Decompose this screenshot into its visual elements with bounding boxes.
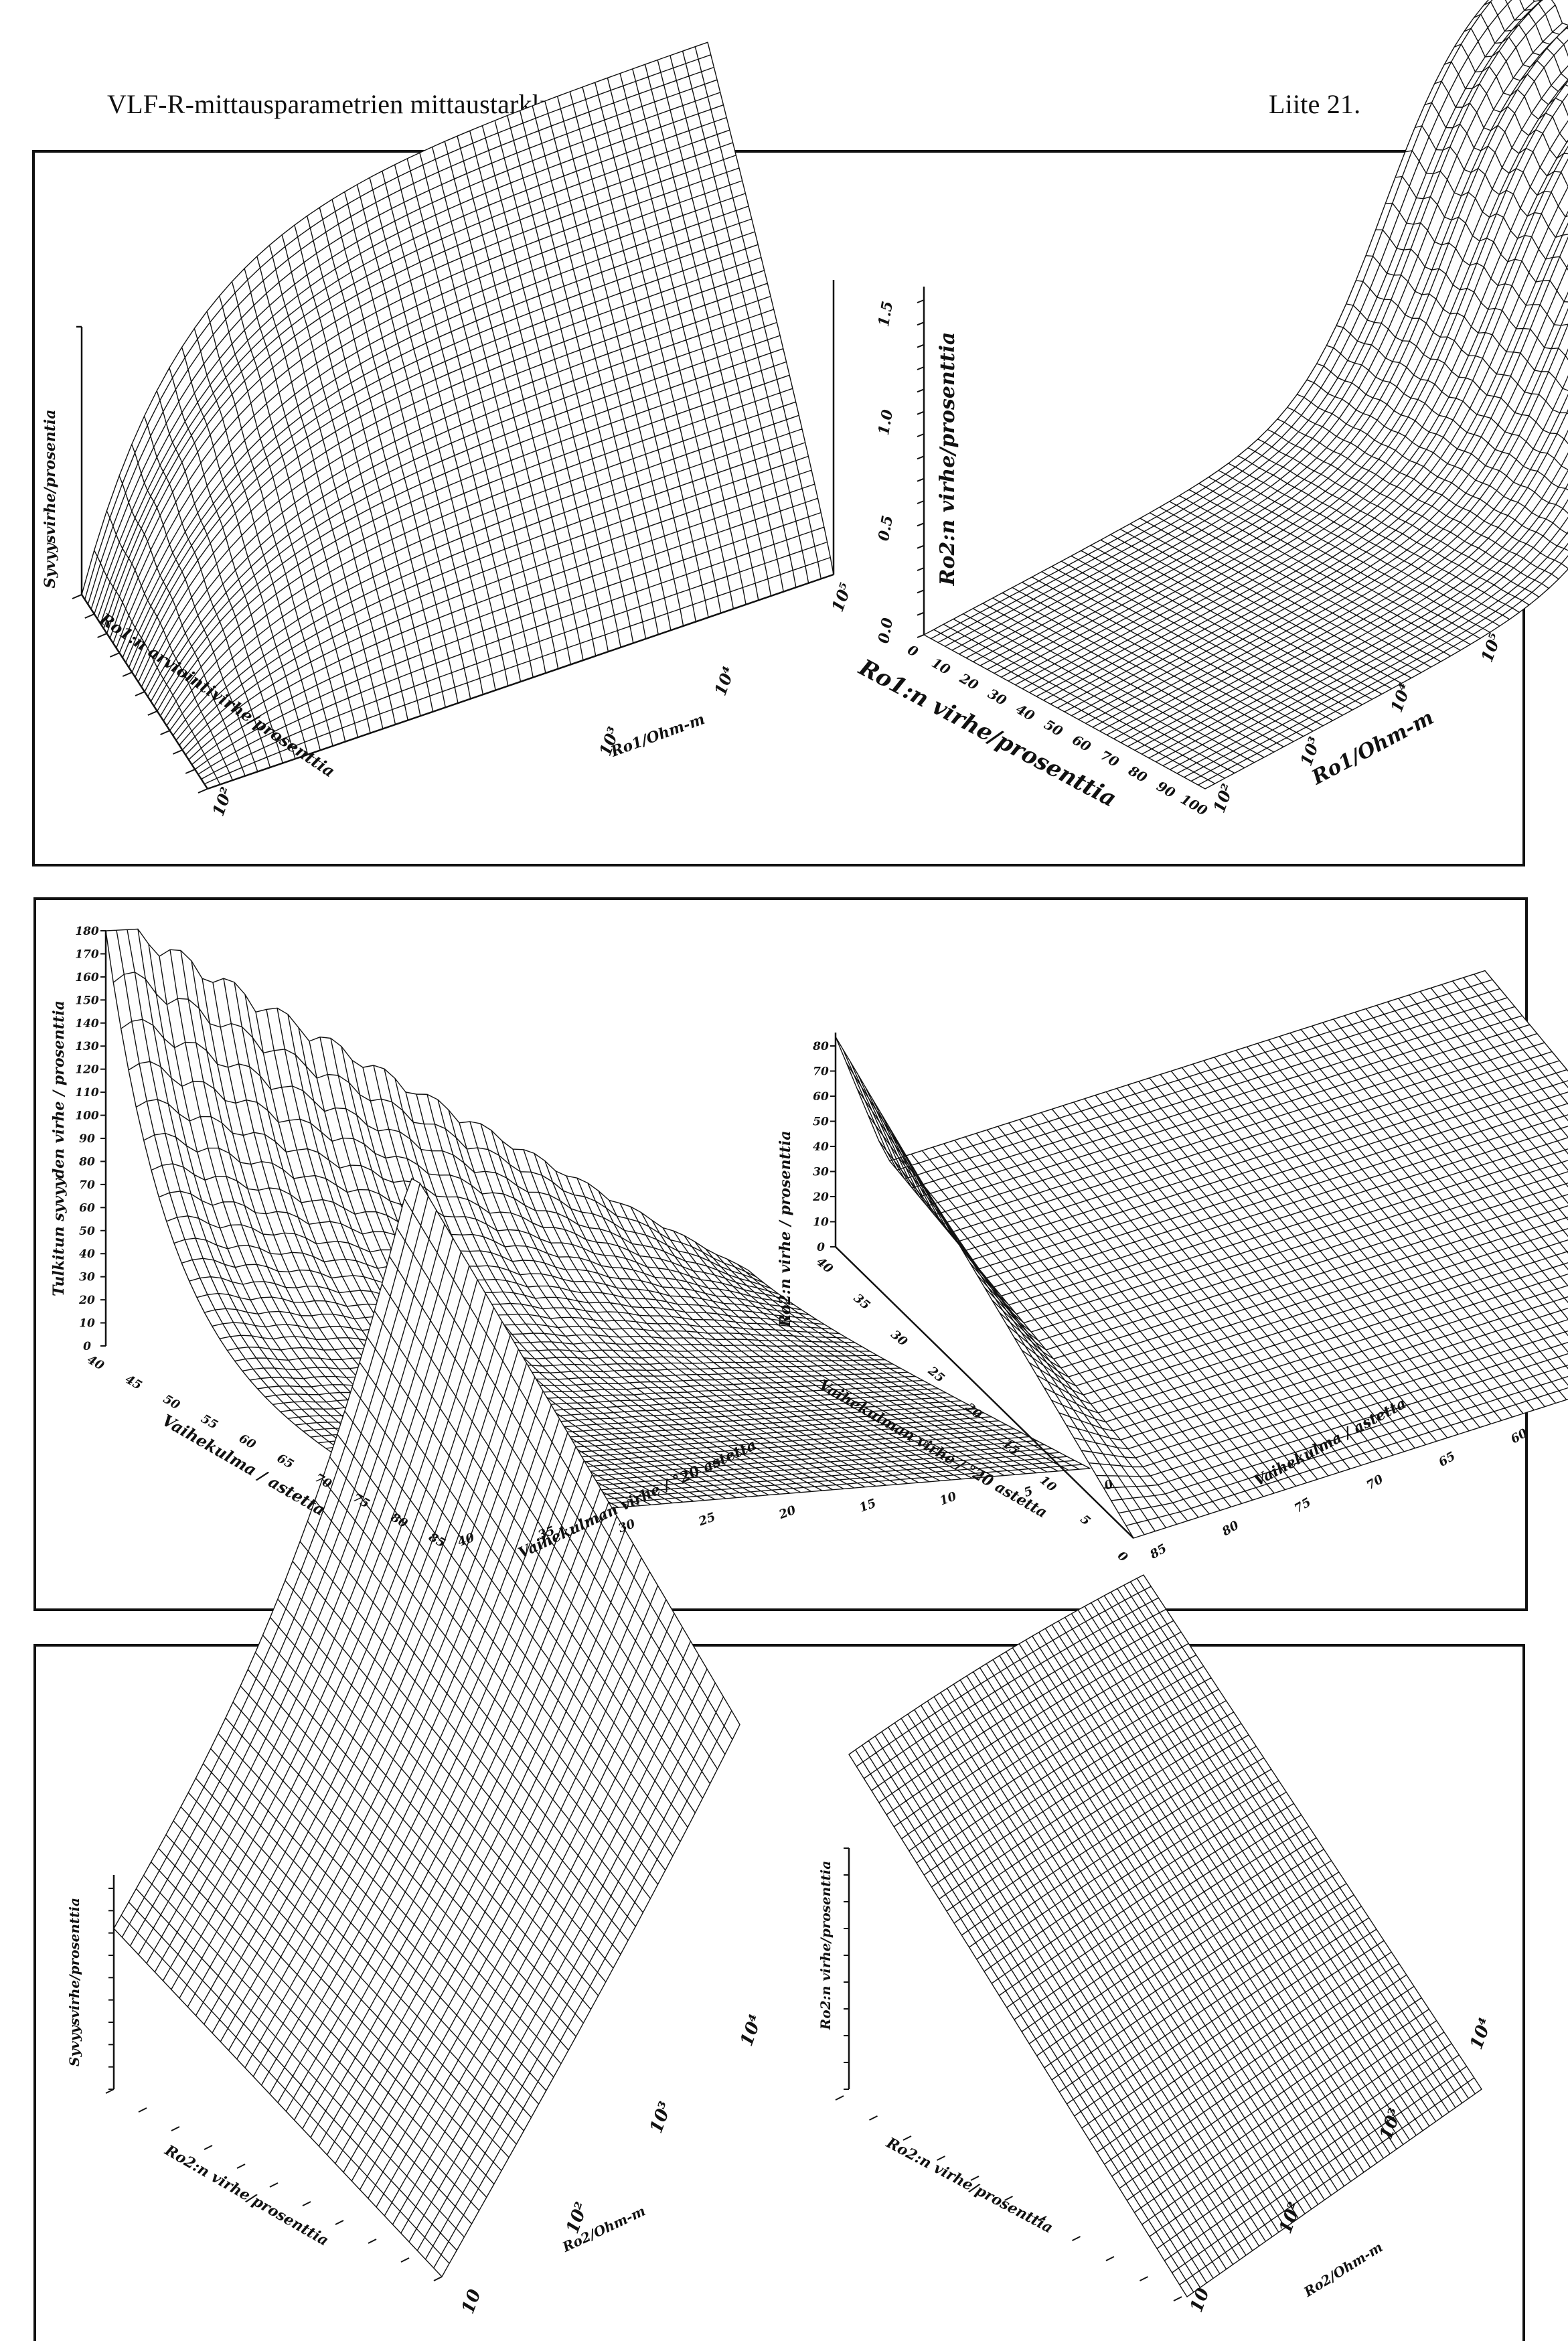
surface-plot-3-box <box>100 930 107 1347</box>
plot-2-z-tick-1: 0.5 <box>875 514 896 542</box>
plot-4-x-tick-6: 10 <box>1037 1473 1059 1495</box>
surface-plot-2-box <box>917 287 925 638</box>
plot-3-z-tick-15: 150 <box>75 994 99 1007</box>
surface-plot-4 <box>835 970 1568 1539</box>
plot-1-y-tick-0: 10² <box>208 784 236 818</box>
plot-4-x-tick-0: 40 <box>813 1255 836 1276</box>
plot-3-y-tick-2: 30 <box>617 1517 637 1535</box>
plot-3-z-tick-6: 60 <box>79 1201 95 1215</box>
page-header-appendix: Liite 21. <box>1269 89 1361 119</box>
plot-4-y-tick-1: 80 <box>1219 1518 1241 1539</box>
surface-plot-2 <box>923 0 1568 789</box>
plot-5-y-tick-2: 10³ <box>646 2099 676 2136</box>
plot-4-y-tick-3: 70 <box>1364 1472 1386 1493</box>
plot-3-z-tick-12: 120 <box>75 1063 99 1077</box>
plot-4-x-tick-2: 30 <box>888 1327 910 1349</box>
plot-4-x-tick-1: 35 <box>851 1291 873 1312</box>
plot-6-y-tick-3: 10⁴ <box>1466 2016 1496 2052</box>
plot-3-z-tick-0: 0 <box>83 1340 91 1353</box>
plot-2-x-tick-4: 40 <box>1013 701 1037 725</box>
plot-3-z-tick-3: 30 <box>79 1271 95 1284</box>
plot-2-z-label: Ro2:n virhe/prosenttia <box>936 332 959 587</box>
plot-6-x-label: Ro2:n virhe/prosenttia <box>883 2134 1056 2237</box>
plot-2-x-tick-1: 10 <box>929 655 953 678</box>
plot-2-x-tick-5: 50 <box>1041 716 1065 740</box>
plot-2-x-tick-6: 60 <box>1069 732 1093 755</box>
plot-3-z-tick-2: 20 <box>78 1294 95 1307</box>
plot-5-y-tick-3: 10⁴ <box>736 2012 766 2049</box>
plot-2-z-tick-0: 0.0 <box>875 616 896 645</box>
plot-4-z-tick-0: 0 <box>817 1241 825 1254</box>
plot-3-y-tick-4: 20 <box>777 1503 798 1523</box>
plot-4-z-tick-2: 20 <box>812 1191 829 1204</box>
plot-1-z-label: Syvyysvirhe/prosentia <box>42 410 59 589</box>
plot-3-x-tick-0: 40 <box>85 1353 107 1373</box>
plot-4-z-tick-8: 80 <box>812 1040 829 1053</box>
plot-4-y-tick-4: 65 <box>1436 1449 1458 1470</box>
plot-6-y-label: Ro2/Ohm-m <box>1300 2239 1385 2300</box>
plot-3-z-tick-17: 170 <box>75 948 99 961</box>
plot-2-x-tick-3: 30 <box>985 686 1009 709</box>
plot-1-y-label: Ro1/Ohm-m <box>608 710 707 761</box>
plot-3-z-tick-14: 140 <box>75 1017 99 1031</box>
plot-4-z-tick-6: 60 <box>813 1090 829 1104</box>
plot-6-z-label: Ro2:n virhe/prosenttia <box>817 1861 834 2031</box>
plot-4-x-tick-3: 25 <box>925 1363 947 1385</box>
plot-2-x-tick-2: 20 <box>957 670 982 693</box>
plot-3-z-tick-9: 90 <box>79 1132 95 1146</box>
surface-plot-4-box <box>830 1033 1134 1539</box>
plot-4-y-tick-2: 75 <box>1292 1495 1314 1516</box>
plot-4-y-tick-0: 85 <box>1147 1541 1169 1562</box>
plot-4-z-label: Ro2:n virhe / prosenttia <box>777 1130 794 1327</box>
plot-3-z-tick-4: 40 <box>79 1248 95 1261</box>
plot-3-y-tick-6: 10 <box>938 1489 959 1508</box>
plot-5-y-tick-0: 10 <box>458 2287 485 2316</box>
plot-3-y-tick-5: 15 <box>858 1496 878 1515</box>
plot-3-z-label: Tulkitun syvyyden virhe / prosenttia <box>50 1000 68 1296</box>
plot-1-y-tick-2: 10⁴ <box>710 664 738 698</box>
plot-3-z-tick-13: 130 <box>75 1040 99 1053</box>
surface-plot-1 <box>81 42 834 789</box>
plot-3-z-tick-8: 80 <box>78 1155 95 1168</box>
plot-2-x-tick-7: 70 <box>1097 747 1121 771</box>
plot-2-x-tick-10: 100 <box>1178 791 1210 819</box>
plot-3-z-tick-11: 110 <box>75 1086 99 1100</box>
plot-2-x-tick-0: 0 <box>905 641 921 660</box>
plot-3-z-tick-5: 50 <box>79 1225 95 1238</box>
plot-3-x-tick-2: 50 <box>161 1392 183 1413</box>
plot-4-y-tick-5: 60 <box>1508 1426 1531 1446</box>
plot-3-x-tick-4: 60 <box>236 1432 258 1452</box>
surface-plot-3 <box>105 928 1091 1523</box>
plot-4-z-tick-7: 70 <box>813 1065 829 1079</box>
plot-5-z-label: Syvyysvirhe/prosenttia <box>66 1898 82 2066</box>
plot-3-x-tick-1: 45 <box>123 1372 144 1393</box>
plot-2-x-tick-9: 90 <box>1154 778 1178 802</box>
plot-4-z-tick-4: 40 <box>813 1140 829 1154</box>
plot-3-x-tick-5: 65 <box>275 1451 296 1472</box>
plot-2-z-tick-2: 1.0 <box>875 408 896 437</box>
plot-5-x-label: Ro2:n virhe/prosenttia <box>161 2141 331 2250</box>
plot-3-y-tick-3: 25 <box>696 1510 718 1529</box>
surface-plot-6-box <box>835 1847 1182 2301</box>
plot-3-z-tick-10: 100 <box>75 1110 99 1123</box>
plot-3-z-tick-16: 160 <box>75 971 99 984</box>
plot-4-x-tick-7: 5 <box>1077 1512 1093 1528</box>
plot-1-y-tick-3: 10⁵ <box>828 580 856 614</box>
plot-3-z-tick-7: 70 <box>79 1179 95 1192</box>
plot-3-z-tick-18: 180 <box>75 925 99 938</box>
plot-4-x-tick-8: 0 <box>1115 1549 1130 1565</box>
surface-plot-5-box <box>105 1875 443 2281</box>
plot-4-z-tick-3: 30 <box>813 1166 829 1179</box>
surface-plot-5 <box>113 1178 740 2277</box>
plot-4-z-tick-5: 50 <box>813 1116 829 1129</box>
plot-2-x-tick-8: 80 <box>1125 762 1150 785</box>
surface-plot-6 <box>848 1574 1482 2297</box>
plot-2-y-tick-0: 10² <box>1209 781 1237 815</box>
plot-2-z-tick-3: 1.5 <box>875 300 896 328</box>
plot-4-z-tick-1: 10 <box>813 1216 829 1229</box>
plot-3-z-tick-1: 10 <box>79 1317 95 1331</box>
surface-plot-1-box <box>72 280 835 794</box>
